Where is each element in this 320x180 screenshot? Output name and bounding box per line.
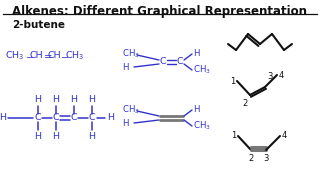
Text: Alkenes: Different Graphical Representation: Alkenes: Different Graphical Representat… xyxy=(12,5,308,18)
Text: H: H xyxy=(0,114,6,123)
Text: H: H xyxy=(35,132,42,141)
Text: H: H xyxy=(122,120,129,129)
Text: 4: 4 xyxy=(282,132,287,141)
Text: C: C xyxy=(160,57,166,66)
Text: H: H xyxy=(52,132,60,141)
Text: C: C xyxy=(89,114,95,123)
Text: H: H xyxy=(107,114,114,123)
Text: 3: 3 xyxy=(267,72,272,81)
Text: H: H xyxy=(35,95,42,104)
Text: CH$_3$: CH$_3$ xyxy=(122,104,140,116)
Text: 4: 4 xyxy=(279,71,284,80)
Text: CH$_3$: CH$_3$ xyxy=(5,50,25,62)
Text: CH: CH xyxy=(48,51,62,60)
Text: H: H xyxy=(193,105,199,114)
Text: H: H xyxy=(122,64,129,73)
Text: C: C xyxy=(177,57,183,66)
Text: H: H xyxy=(89,95,95,104)
Text: H: H xyxy=(52,95,60,104)
Text: $-$: $-$ xyxy=(25,51,34,60)
Text: H: H xyxy=(193,48,199,57)
Text: C: C xyxy=(35,114,41,123)
Text: H: H xyxy=(89,132,95,141)
Text: $=$: $=$ xyxy=(42,51,53,60)
Text: 2: 2 xyxy=(243,99,248,108)
Text: 1: 1 xyxy=(231,132,236,141)
Text: CH$_3$: CH$_3$ xyxy=(122,48,140,60)
Text: C: C xyxy=(53,114,59,123)
Text: 2-butene: 2-butene xyxy=(12,20,65,30)
Text: 3: 3 xyxy=(263,154,269,163)
Text: $-$: $-$ xyxy=(60,51,69,60)
Text: H: H xyxy=(70,95,77,104)
Text: CH$_3$: CH$_3$ xyxy=(193,120,211,132)
Text: 1: 1 xyxy=(230,76,235,86)
Text: C: C xyxy=(71,114,77,123)
Text: CH$_3$: CH$_3$ xyxy=(193,64,211,76)
Text: CH$_3$: CH$_3$ xyxy=(65,50,84,62)
Text: CH: CH xyxy=(30,51,44,60)
Text: 2: 2 xyxy=(248,154,254,163)
